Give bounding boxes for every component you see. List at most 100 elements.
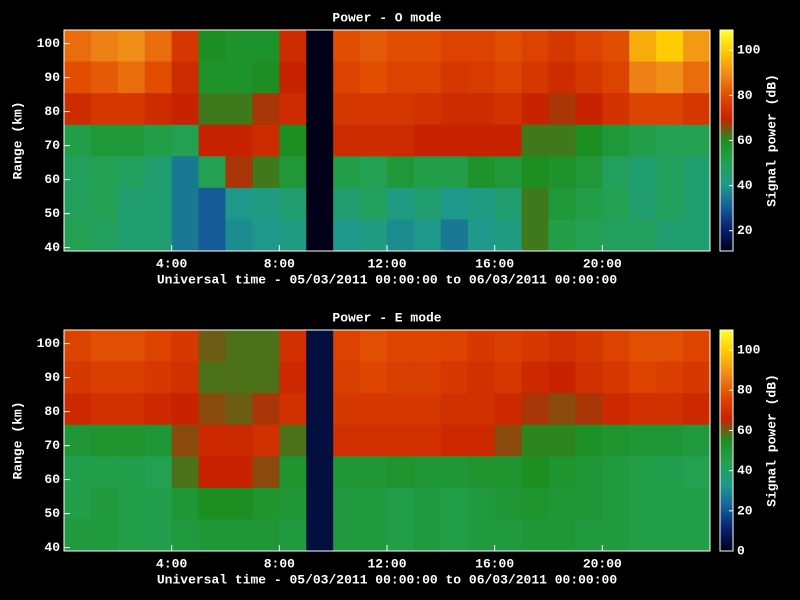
heatmap-cell bbox=[333, 30, 361, 63]
y-tick-label: 90 bbox=[44, 70, 60, 85]
heatmap-cell bbox=[171, 330, 200, 363]
heatmap-cell bbox=[117, 156, 146, 189]
heatmap-cell bbox=[548, 156, 576, 189]
heatmap-cell bbox=[440, 456, 469, 489]
y-tick-label: 50 bbox=[44, 506, 60, 521]
heatmap-cell bbox=[387, 219, 415, 252]
heatmap-cell bbox=[198, 456, 226, 489]
heatmap-cell bbox=[521, 361, 549, 394]
heatmap-cell bbox=[117, 519, 146, 552]
heatmap-cell bbox=[683, 330, 711, 363]
heatmap-cell bbox=[656, 187, 684, 220]
heatmap-cell bbox=[90, 393, 119, 426]
x-tick-label: 8:00 bbox=[264, 556, 295, 571]
heatmap-cell bbox=[656, 124, 684, 157]
y-tick-label: 90 bbox=[44, 370, 60, 385]
heatmap-cell bbox=[467, 330, 496, 363]
heatmap-cell bbox=[440, 424, 469, 457]
heatmap-cell bbox=[90, 61, 119, 94]
heatmap-cell bbox=[198, 124, 226, 157]
heatmap-cell bbox=[656, 156, 684, 189]
heatmap-cell bbox=[494, 361, 523, 394]
heatmap-cell bbox=[440, 61, 469, 94]
heatmap-cell bbox=[171, 361, 200, 394]
heatmap-cell bbox=[683, 124, 711, 157]
heatmap-cell bbox=[117, 61, 146, 94]
y-tick-label: 70 bbox=[44, 438, 60, 453]
heatmap-cell bbox=[548, 61, 576, 94]
heatmap-cell bbox=[467, 519, 496, 552]
heatmap-cell bbox=[306, 487, 334, 520]
heatmap-cell bbox=[413, 219, 442, 252]
heatmap-cell bbox=[198, 93, 226, 126]
heatmap-cell bbox=[656, 30, 684, 63]
heatmap-cell bbox=[521, 156, 549, 189]
heatmap-cell bbox=[467, 187, 496, 220]
heatmap-cell bbox=[548, 519, 576, 552]
heatmap-cell bbox=[575, 219, 603, 252]
heatmap-cell bbox=[360, 361, 388, 394]
heatmap-cell bbox=[548, 93, 576, 126]
heatmap-cell bbox=[333, 219, 361, 252]
heatmap-cell bbox=[387, 487, 415, 520]
heatmap-cell bbox=[279, 61, 307, 94]
heatmap-cell bbox=[467, 93, 496, 126]
heatmap-cell bbox=[360, 456, 388, 489]
heatmap-cell bbox=[575, 187, 603, 220]
heatmap-cell bbox=[575, 156, 603, 189]
heatmap-cell bbox=[548, 487, 576, 520]
colorbar-tick-label: 80 bbox=[737, 383, 753, 398]
heatmap-cell bbox=[333, 156, 361, 189]
heatmap-cell bbox=[171, 124, 200, 157]
heatmap-cell bbox=[413, 124, 442, 157]
heatmap-cell bbox=[683, 487, 711, 520]
heatmap-cell bbox=[117, 124, 146, 157]
heatmap-cell bbox=[440, 519, 469, 552]
heatmap-cell bbox=[144, 393, 173, 426]
heatmap-cell bbox=[306, 393, 334, 426]
colorbar-tick-label: 40 bbox=[737, 178, 753, 193]
heatmap-cell bbox=[117, 330, 146, 363]
heatmap-cell bbox=[279, 187, 307, 220]
heatmap-cell bbox=[413, 393, 442, 426]
heatmap-cell bbox=[575, 519, 603, 552]
heatmap-cell bbox=[252, 330, 280, 363]
heatmap-cell bbox=[521, 61, 549, 94]
heatmap-cell bbox=[575, 456, 603, 489]
heatmap-cell bbox=[494, 219, 523, 252]
y-tick-label: 40 bbox=[44, 540, 60, 555]
heatmap-cell bbox=[656, 519, 684, 552]
heatmap-cell bbox=[683, 361, 711, 394]
x-tick-label: 4:00 bbox=[156, 256, 187, 271]
heatmap-cell bbox=[252, 187, 280, 220]
heatmap-cell bbox=[306, 519, 334, 552]
heatmap-cell bbox=[494, 30, 523, 63]
heatmap-cell bbox=[387, 456, 415, 489]
heatmap-cell bbox=[521, 487, 549, 520]
heatmap-cell bbox=[602, 487, 630, 520]
heatmap-cell bbox=[360, 393, 388, 426]
heatmap-cell bbox=[279, 156, 307, 189]
heatmap-cell bbox=[90, 93, 119, 126]
heatmap-cell bbox=[494, 124, 523, 157]
heatmap-cell bbox=[252, 156, 280, 189]
heatmap-cell bbox=[90, 124, 119, 157]
x-tick-label: 20:00 bbox=[583, 256, 622, 271]
heatmap-cell bbox=[171, 30, 200, 63]
heatmap-cell bbox=[252, 487, 280, 520]
colorbar-tick-label: 60 bbox=[737, 423, 753, 438]
heatmap-cell bbox=[521, 187, 549, 220]
heatmap-cell bbox=[90, 519, 119, 552]
heatmap-cell bbox=[467, 424, 496, 457]
heatmap-cell bbox=[90, 156, 119, 189]
heatmap-cell bbox=[117, 187, 146, 220]
heatmap-cell bbox=[413, 156, 442, 189]
heatmap-cell bbox=[225, 219, 253, 252]
heatmap-cell bbox=[548, 330, 576, 363]
heatmap-cell bbox=[494, 156, 523, 189]
heatmap-cell bbox=[683, 424, 711, 457]
heatmap-cell bbox=[413, 456, 442, 489]
colorbar-tick-label: 20 bbox=[737, 223, 753, 238]
heatmap-cell bbox=[494, 519, 523, 552]
heatmap-cell bbox=[683, 93, 711, 126]
